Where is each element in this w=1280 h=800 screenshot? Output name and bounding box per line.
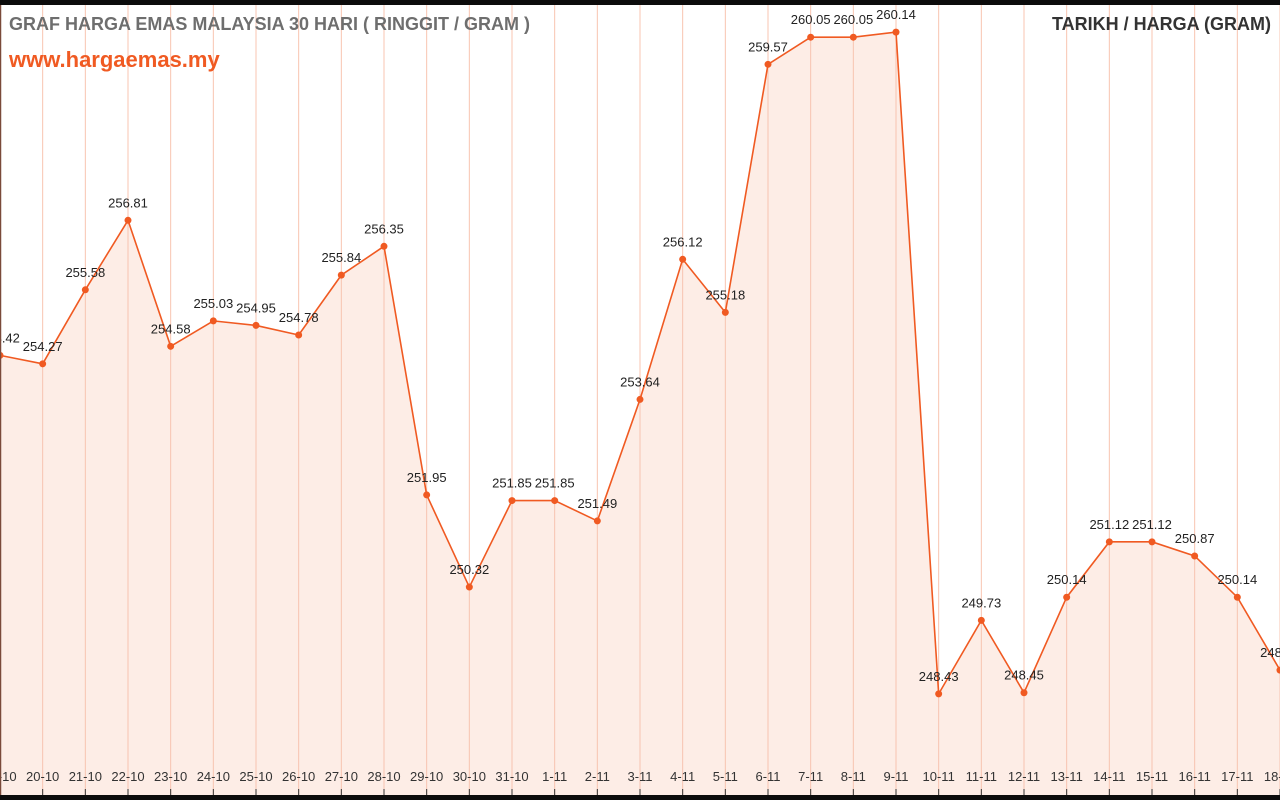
data-label: 248.45 <box>1004 668 1044 683</box>
data-point <box>508 497 516 505</box>
x-tick-label: 24-10 <box>197 769 230 784</box>
price-chart: 19-10 20-10 21-10 22-10 23-10 24-10 25-10 26-10… <box>0 5 1280 796</box>
chart-area: 19-10 20-10 21-10 22-10 23-10 24-10 25-10 26-10… <box>0 5 1280 796</box>
data-point <box>167 342 175 350</box>
x-tick-label: 1-11 <box>542 769 567 784</box>
data-point <box>721 308 729 316</box>
data-label: 248.85 <box>1260 645 1280 660</box>
data-point <box>551 497 559 505</box>
data-label: 251.95 <box>407 470 447 485</box>
x-tick-label: 14-11 <box>1093 769 1125 784</box>
data-point <box>380 242 388 250</box>
data-point <box>935 690 943 698</box>
x-tick-label: 5-11 <box>713 769 738 784</box>
x-tick-label: 30-10 <box>453 769 486 784</box>
x-tick-label: 3-11 <box>627 769 652 784</box>
data-label: 256.81 <box>108 195 148 210</box>
x-tick-label: 17-11 <box>1221 769 1253 784</box>
data-point <box>252 321 260 329</box>
legend-title: TARIKH / HARGA (GRAM) <box>1052 14 1271 34</box>
x-tick-label: 7-11 <box>798 769 823 784</box>
data-point <box>337 271 345 279</box>
x-tick-label: 10-11 <box>923 769 955 784</box>
data-point <box>1191 552 1199 560</box>
x-tick-label: 18-11 <box>1264 769 1280 784</box>
x-tick-label: 9-11 <box>883 769 908 784</box>
x-tick-label: 26-10 <box>282 769 315 784</box>
data-point <box>124 216 132 224</box>
x-tick-label: 19-10 <box>0 769 17 784</box>
x-tick-label: 12-11 <box>1008 769 1040 784</box>
x-tick-label: 6-11 <box>755 769 780 784</box>
x-tick-label: 29-10 <box>410 769 443 784</box>
data-point <box>849 33 857 41</box>
data-label: 250.14 <box>1047 572 1087 587</box>
data-point <box>209 317 217 325</box>
x-tick-label: 28-10 <box>367 769 400 784</box>
data-point <box>892 28 900 36</box>
x-tick-label: 23-10 <box>154 769 187 784</box>
data-label: 256.35 <box>364 221 404 236</box>
data-label: 255.58 <box>65 265 105 280</box>
data-label: 255.03 <box>193 296 233 311</box>
x-tick-label: 15-11 <box>1136 769 1168 784</box>
data-label: 260.14 <box>876 7 916 22</box>
data-point <box>764 60 772 68</box>
data-point <box>679 255 687 263</box>
x-tick-label: 13-11 <box>1051 769 1083 784</box>
data-label: 250.87 <box>1175 531 1215 546</box>
x-tick-label: 16-11 <box>1179 769 1211 784</box>
data-point <box>1276 666 1280 674</box>
x-tick-label: 20-10 <box>26 769 59 784</box>
data-label: 254.42 <box>0 330 20 345</box>
x-tick-label: 25-10 <box>239 769 272 784</box>
x-tick-label: 4-11 <box>670 769 695 784</box>
data-point <box>636 395 644 403</box>
data-label: 248.43 <box>919 669 959 684</box>
data-point <box>81 286 89 294</box>
x-tick-label: 31-10 <box>495 769 528 784</box>
data-label: 250.32 <box>449 562 489 577</box>
data-label: 259.57 <box>748 39 788 54</box>
data-label: 251.85 <box>492 476 532 491</box>
data-point <box>295 331 303 339</box>
data-point <box>593 517 601 525</box>
data-point <box>39 360 47 368</box>
data-label: 251.12 <box>1089 517 1129 532</box>
data-label: 255.18 <box>705 287 745 302</box>
data-label: 249.73 <box>961 595 1001 610</box>
data-point <box>1233 593 1241 601</box>
data-label: 251.12 <box>1132 517 1172 532</box>
data-label: 250.14 <box>1217 572 1257 587</box>
data-label: 254.95 <box>236 300 276 315</box>
data-label: 254.27 <box>23 339 63 354</box>
x-tick-label: 27-10 <box>325 769 358 784</box>
data-point <box>1063 593 1071 601</box>
x-tick-label: 21-10 <box>69 769 102 784</box>
data-label: 260.05 <box>833 12 873 27</box>
x-tick-label: 11-11 <box>966 769 997 784</box>
data-point <box>1020 689 1028 697</box>
data-label: 260.05 <box>791 12 831 27</box>
data-label: 254.58 <box>151 321 191 336</box>
x-tick-label: 2-11 <box>585 769 610 784</box>
data-point <box>1148 538 1156 546</box>
data-point <box>807 33 815 41</box>
data-point <box>423 491 431 499</box>
data-label: 251.85 <box>535 476 575 491</box>
data-label: 255.84 <box>321 250 361 265</box>
chart-title: GRAF HARGA EMAS MALAYSIA 30 HARI ( RINGG… <box>9 14 531 34</box>
data-point <box>465 583 473 591</box>
data-label: 251.49 <box>577 496 617 511</box>
data-label: 254.78 <box>279 310 319 325</box>
x-tick-label: 8-11 <box>841 769 866 784</box>
data-label: 253.64 <box>620 374 660 389</box>
x-tick-label: 22-10 <box>111 769 144 784</box>
site-link[interactable]: www.hargaemas.my <box>9 47 220 72</box>
data-point <box>977 616 985 624</box>
data-label: 256.12 <box>663 234 703 249</box>
data-point <box>1105 538 1113 546</box>
